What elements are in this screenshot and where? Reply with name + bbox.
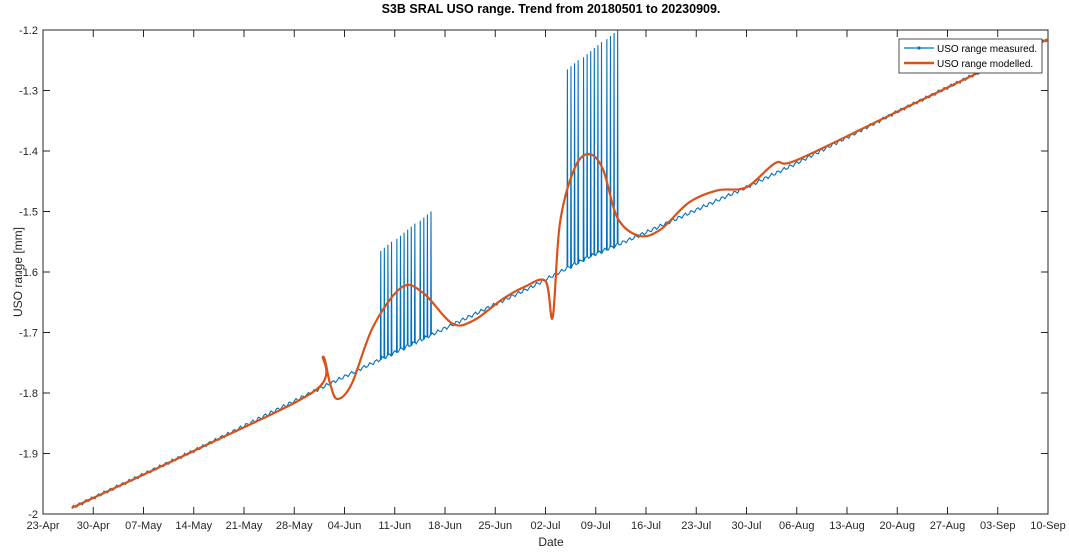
y-tick-label: -1.2	[19, 25, 38, 37]
y-tick-label: -2	[28, 509, 38, 521]
x-tick-label: 27-Aug	[930, 520, 965, 532]
legend-label-measured: USO range measured.	[937, 44, 1037, 55]
y-tick-label: -1.5	[19, 207, 38, 219]
x-tick-label: 04-Jun	[328, 520, 362, 532]
x-tick-label: 20-Aug	[880, 520, 915, 532]
x-tick-label: 30-Jul	[732, 520, 762, 532]
y-tick-label: -1.9	[19, 449, 38, 461]
x-tick-label: 03-Sep	[980, 520, 1015, 532]
x-axis-label: Date	[538, 535, 564, 547]
legend-label-modelled: USO range modelled.	[937, 59, 1033, 70]
x-tick-label: 23-Jul	[681, 520, 711, 532]
x-tick-label: 14-May	[175, 520, 212, 532]
x-tick-label: 09-Jul	[581, 520, 611, 532]
legend: USO range measured. USO range modelled.	[898, 38, 1043, 74]
x-tick-label: 23-Apr	[26, 520, 59, 532]
x-tick-label: 07-May	[125, 520, 162, 532]
legend-box	[898, 38, 1043, 74]
axis-layer: 23-Apr 30-Apr 07-May 14-May 21-May 28-May 04-J…	[19, 25, 1066, 532]
x-tick-label: 18-Jun	[428, 520, 462, 532]
series-layer	[71, 29, 1049, 509]
x-tick-label: 21-May	[226, 520, 263, 532]
y-tick-label: -1.6	[19, 267, 38, 279]
y-axis-label: USO range [mm]	[11, 227, 25, 317]
series-modelled-line	[71, 38, 1049, 509]
y-tick-label: -1.4	[19, 146, 38, 158]
plot-area	[42, 29, 1049, 515]
y-tick-label: -1.7	[19, 328, 38, 340]
x-tick-label: 30-Apr	[77, 520, 110, 532]
x-tick-label: 02-Jul	[531, 520, 561, 532]
x-tick-label: 10-Sep	[1030, 520, 1065, 532]
chart-title: S3B SRAL USO range. Trend from 20180501 …	[382, 2, 721, 16]
x-tick-label: 13-Aug	[829, 520, 864, 532]
y-tick-label: -1.8	[19, 388, 38, 400]
x-tick-label: 25-Jun	[478, 520, 512, 532]
x-tick-label: 06-Aug	[779, 520, 814, 532]
x-tick-label: 11-Jun	[378, 520, 411, 532]
y-tick-label: -1.3	[19, 86, 38, 98]
x-tick-label: 16-Jul	[631, 520, 661, 532]
x-tick-label: 28-May	[276, 520, 313, 532]
legend-marker-measured	[917, 46, 921, 50]
